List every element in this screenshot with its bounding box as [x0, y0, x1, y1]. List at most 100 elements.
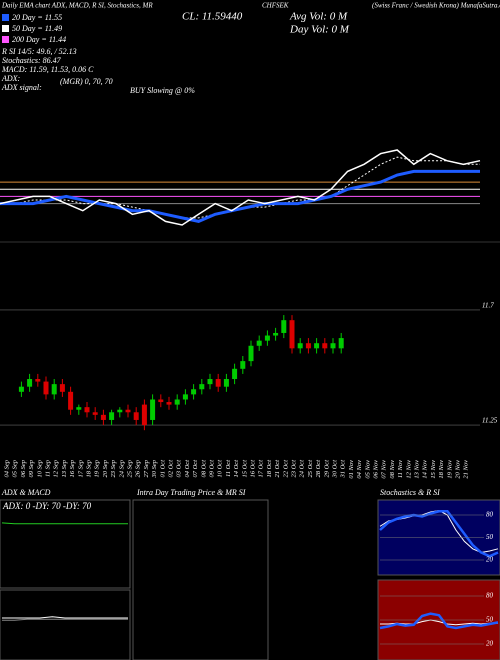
x-tick-label: 29 Oct — [323, 460, 330, 478]
label: 80 — [486, 592, 494, 600]
x-tick-label: 02 Oct — [167, 460, 174, 478]
label: BUY Slowing @ 0% — [130, 86, 195, 95]
series-line — [0, 169, 480, 223]
x-tick-label: 19 Nov — [446, 460, 453, 479]
candle-body — [338, 338, 344, 349]
adx-panel — [0, 499, 131, 589]
x-tick-label: 25 Oct — [307, 460, 314, 478]
candle-body — [100, 414, 106, 420]
x-tick-label: 24 Sep — [118, 459, 125, 477]
x-tick-label: 17 Oct — [258, 460, 265, 478]
x-tick-label: 28 Oct — [315, 460, 322, 478]
candle-body — [27, 379, 33, 387]
macd-panel — [0, 589, 131, 660]
x-tick-label: 20 Sep — [102, 459, 109, 477]
x-tick-label: 05 Sep — [12, 459, 19, 477]
label: ADX: — [1, 74, 21, 83]
series-line — [2, 618, 128, 621]
x-tick-label: 11 Nov — [397, 460, 404, 478]
x-tick-label: 06 Nov — [372, 460, 379, 479]
x-tick-label: 18 Sep — [85, 459, 92, 477]
x-tick-label: 16 Sep — [69, 459, 76, 477]
x-tick-label: 10 Oct — [217, 460, 224, 478]
x-tick-label: 31 Oct — [340, 460, 347, 479]
label: ADX & MACD — [1, 488, 51, 497]
candle-body — [84, 407, 90, 413]
x-tick-label: 13 Nov — [413, 460, 420, 479]
candle-body — [256, 340, 262, 346]
label: 11.25 — [482, 417, 498, 425]
candle-body — [248, 345, 254, 362]
label: 20 — [486, 640, 494, 648]
x-tick-label: 09 Oct — [208, 460, 215, 478]
x-tick-label: 11 Oct — [225, 460, 232, 477]
x-tick-label: 19 Sep — [94, 459, 101, 477]
x-tick-label: 14 Nov — [422, 460, 429, 479]
label: ADX: 0 -DY: 70 -DY: 70 — [2, 501, 92, 511]
candle-body — [199, 384, 205, 390]
candle-body — [232, 368, 238, 380]
label: Stochastics & R SI — [380, 488, 440, 497]
x-tick-label: 15 Nov — [430, 460, 437, 479]
x-tick-label: 06 Sep — [20, 459, 27, 477]
candle-body — [117, 409, 123, 413]
candle-body — [76, 407, 82, 410]
x-tick-label: 16 Oct — [249, 460, 256, 478]
candle-body — [297, 343, 303, 349]
candle-body — [35, 379, 41, 382]
x-tick-label: 04 Nov — [356, 460, 363, 479]
candle-body — [59, 384, 65, 392]
series-line — [0, 149, 481, 226]
candle-body — [109, 412, 115, 420]
label: Daily EMA chart ADX, MACD, R SI, Stochas… — [1, 2, 153, 10]
x-tick-label: 08 Oct — [200, 460, 207, 478]
label: MACD: 11.59, 11.53, 0.06 C — [1, 65, 94, 74]
label: Avg Vol: 0 M — [289, 11, 348, 23]
x-tick-label: 12 Nov — [405, 460, 412, 479]
x-tick-label: 30 Sep — [151, 459, 158, 478]
x-tick-label: 15 Oct — [241, 460, 248, 478]
candle-body — [92, 412, 98, 415]
candle-body — [133, 412, 139, 420]
x-tick-label: 21 Nov — [463, 460, 470, 479]
x-tick-label: 09 Sep — [28, 459, 35, 477]
x-tick-label: 07 Oct — [192, 460, 199, 478]
x-tick-label: 13 Sep — [61, 459, 68, 477]
candle-body — [215, 379, 221, 387]
x-tick-label: 04 Sep — [3, 459, 10, 477]
x-tick-label: 12 Sep — [53, 459, 60, 477]
label: CHFSEK — [262, 2, 289, 10]
label: R SI 14/5: 49.6, / 52.13 — [1, 47, 77, 56]
label: Intra Day Trading Price & MR SI — [136, 488, 246, 497]
candle-body — [68, 391, 74, 410]
x-tick-label: 10 Sep — [36, 459, 43, 477]
x-tick-label: 23 Oct — [290, 460, 297, 478]
label: Day Vol: 0 M — [289, 24, 350, 36]
x-tick-label: 25 Sep — [126, 459, 133, 477]
label: ADX signal: — [1, 83, 42, 92]
candle-body — [174, 399, 180, 405]
x-tick-label: 26 Sep — [135, 459, 142, 477]
series-line — [1, 522, 128, 525]
candle-body — [125, 409, 131, 413]
candle-body — [43, 381, 49, 395]
label: 20 Day = 11.55 — [12, 13, 62, 22]
label: 20 — [486, 556, 494, 564]
label: CL: 11.59440 — [182, 11, 243, 23]
label: 80 — [486, 511, 494, 519]
x-tick-label: 30 Oct — [331, 460, 338, 479]
x-tick-label: 07 Nov — [381, 460, 388, 479]
x-tick-label: 22 Oct — [282, 460, 289, 478]
series-line — [0, 156, 480, 219]
label: (MGR) 0, 70, 70 — [60, 77, 113, 86]
legend-swatch — [2, 25, 9, 32]
x-tick-label: 21 Oct — [274, 460, 281, 478]
legend-swatch — [2, 14, 9, 21]
candle-body — [182, 394, 188, 400]
label: 50 — [486, 533, 494, 541]
series-line — [2, 616, 128, 619]
candle-body — [330, 343, 336, 349]
candle-body — [322, 343, 328, 349]
x-tick-label: 27 Sep — [143, 459, 150, 477]
